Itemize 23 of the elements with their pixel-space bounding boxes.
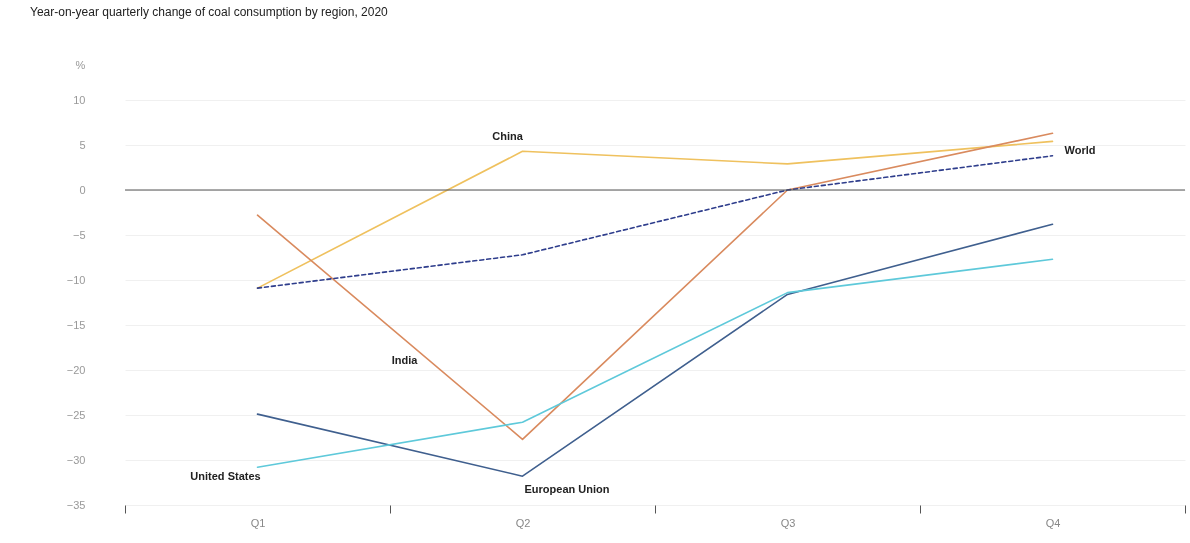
y-tick-label: −20 (66, 363, 86, 376)
series-label: India (391, 354, 419, 367)
y-axis-title: % (75, 58, 86, 71)
y-tick-label: −30 (66, 453, 86, 466)
series-label: European Union (524, 483, 610, 496)
series-label: China (492, 130, 524, 143)
y-tick-label: 0 (79, 183, 86, 196)
y-tick-label: −15 (66, 318, 86, 331)
chart-title: Year-on-year quarterly change of coal consumption by region, 2020 (30, 5, 389, 19)
series-label: World (1064, 143, 1096, 156)
y-tick-label: −10 (66, 273, 86, 286)
x-tick-label: Q2 (515, 516, 531, 529)
y-tick-label: −25 (66, 408, 86, 421)
y-tick-label: −5 (72, 228, 86, 241)
x-tick-label: Q4 (1045, 516, 1061, 529)
y-tick-label: 10 (73, 93, 86, 106)
series-label: United States (190, 470, 261, 483)
line-series (256, 258, 1054, 468)
line-series (256, 132, 1054, 441)
x-tick-label: Q1 (250, 516, 266, 529)
x-tick-label: Q3 (780, 516, 796, 529)
y-tick-label: 5 (79, 138, 86, 151)
y-tick-label: −35 (66, 498, 86, 511)
